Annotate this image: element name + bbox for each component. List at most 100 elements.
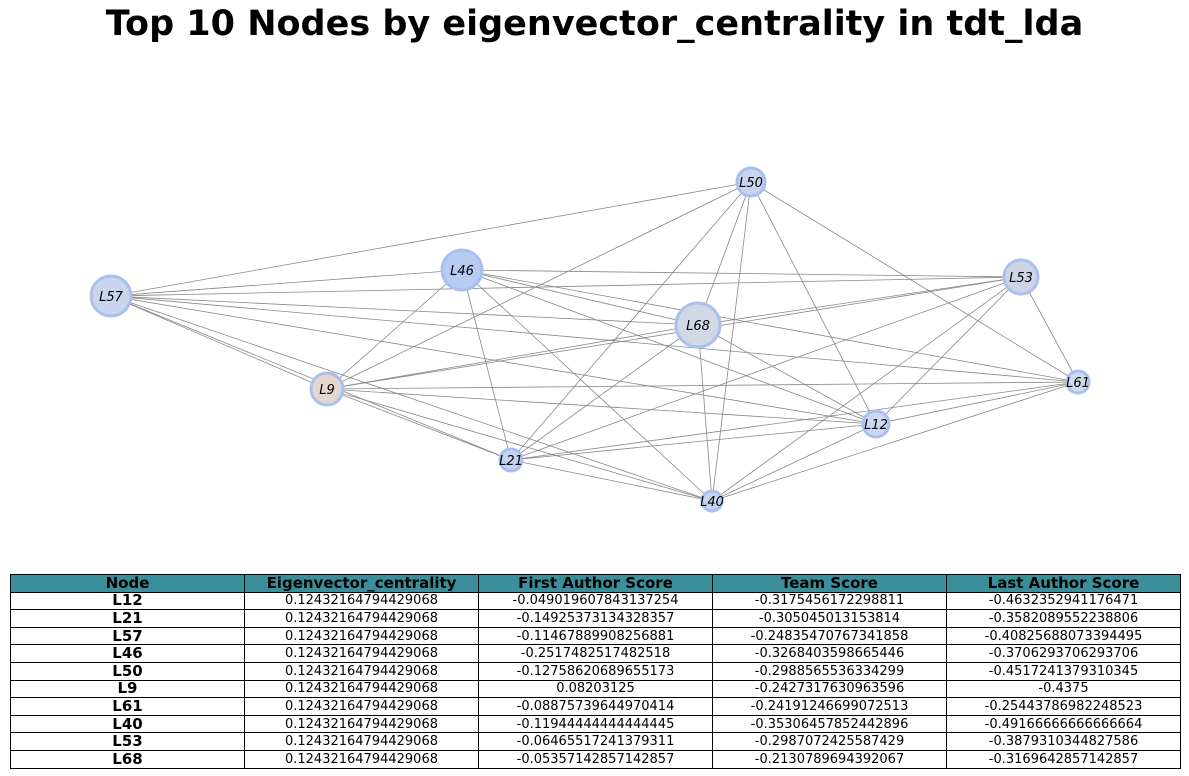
edge-L50-L61	[750, 181, 1079, 383]
node-l46: L46	[440, 248, 484, 292]
edge-L68-L9	[326, 324, 699, 390]
edge-L57-L68	[110, 295, 699, 326]
edge-L68-L21	[510, 324, 699, 461]
edge-L9-L53	[326, 276, 1022, 390]
node-l40: L40	[700, 489, 724, 513]
value-cell: -0.08875739644970414	[478, 697, 713, 716]
value-cell: 0.12432164794429068	[244, 626, 479, 646]
edge-L12-L21	[510, 423, 877, 461]
edge-L57-L40	[110, 295, 713, 502]
value-cell: -0.4375	[946, 679, 1181, 699]
edge-L46-L9	[326, 269, 463, 390]
node-label: L46	[450, 264, 474, 279]
value-cell: -0.2987072425587429	[712, 732, 947, 751]
edge-L53-L61	[1020, 276, 1079, 383]
value-cell: -0.049019607843137254	[478, 591, 713, 611]
edge-L9-L40	[326, 388, 713, 502]
node-l50: L50	[735, 166, 767, 198]
value-cell: 0.12432164794429068	[244, 732, 479, 751]
node-circle	[309, 371, 345, 407]
node-circle	[440, 248, 484, 292]
value-cell: -0.40825688073394495	[946, 626, 1181, 646]
node-circle	[735, 166, 767, 198]
table-row: L9 0.12432164794429068 0.08203125 -0.242731…	[10, 679, 1181, 699]
value-cell: -0.3268403598665446	[712, 644, 947, 663]
value-cell: 0.12432164794429068	[244, 591, 479, 611]
node-cell: L68	[10, 749, 245, 769]
edge-L9-L61	[326, 381, 1079, 390]
edge-L53-L21	[510, 276, 1022, 461]
edge-L57-L21	[110, 295, 512, 461]
node-cell: L9	[10, 679, 245, 699]
node-cell: L40	[10, 714, 245, 734]
table-row: L46 0.12432164794429068 -0.251748251748251…	[10, 644, 1181, 663]
value-cell: -0.06465517241379311	[478, 732, 713, 751]
node-label: L53	[1009, 271, 1033, 286]
value-cell: -0.11467889908256881	[478, 626, 713, 646]
node-cell: L53	[10, 732, 245, 751]
table-row: L53 0.12432164794429068 -0.064655172413793…	[10, 732, 1181, 751]
node-l68: L68	[674, 301, 722, 349]
edge-L50-L40	[711, 181, 752, 502]
table-row: L40 0.12432164794429068 -0.119444444444444…	[10, 714, 1181, 734]
node-cell: L46	[10, 644, 245, 663]
column-header: Node	[10, 574, 245, 593]
value-cell: 0.12432164794429068	[244, 697, 479, 716]
value-cell: 0.12432164794429068	[244, 609, 479, 628]
table-row: L61 0.12432164794429068 -0.088757396449704…	[10, 697, 1181, 716]
node-cell: L21	[10, 609, 245, 628]
metrics-table: Node Eigenvector_centrality First Author S…	[10, 574, 1181, 769]
value-cell: -0.305045013153814	[712, 609, 947, 628]
value-cell: 0.12432164794429068	[244, 749, 479, 769]
chart-title: Top 10 Nodes by eigenvector_centrality i…	[105, 4, 1084, 44]
value-cell: -0.2427317630963596	[712, 679, 947, 699]
node-cell: L57	[10, 626, 245, 646]
value-cell: 0.12432164794429068	[244, 661, 479, 681]
edge-L57-L50	[110, 181, 752, 297]
node-circle	[498, 447, 524, 473]
value-cell: -0.2988565536334299	[712, 661, 947, 681]
edge-L61-L21	[510, 381, 1079, 461]
node-label: L12	[864, 418, 888, 433]
node-l53: L53	[1002, 258, 1040, 296]
edge-L46-L53	[461, 269, 1022, 278]
column-header: Last Author Score	[946, 574, 1181, 593]
value-cell: -0.24191246699072513	[712, 697, 947, 716]
value-cell: -0.11944444444444445	[478, 714, 713, 734]
column-header: Team Score	[712, 574, 947, 593]
value-cell: -0.3169642857142857	[946, 749, 1181, 769]
node-circle	[89, 274, 133, 318]
node-cell: L61	[10, 697, 245, 716]
value-cell: 0.12432164794429068	[244, 679, 479, 699]
node-label: L21	[499, 454, 523, 469]
table-header-row: Node Eigenvector_centrality First Author S…	[10, 574, 1181, 593]
edge-L57-L9	[110, 295, 328, 390]
node-cell: L12	[10, 591, 245, 611]
node-l21: L21	[498, 447, 524, 473]
table-row: L12 0.12432164794429068 -0.049019607843137…	[10, 591, 1181, 611]
column-header: Eigenvector_centrality	[244, 574, 479, 593]
edge-L46-L61	[461, 269, 1079, 383]
value-cell: -0.3706293706293706	[946, 644, 1181, 663]
value-cell: -0.12758620689655173	[478, 661, 713, 681]
edge-L46-L21	[461, 269, 512, 461]
node-l57: L57	[89, 274, 133, 318]
node-l9: L9	[309, 371, 345, 407]
edge-L57-L46	[110, 269, 463, 297]
node-cell: L50	[10, 661, 245, 681]
edge-L46-L40	[461, 269, 713, 502]
value-cell: 0.12432164794429068	[244, 644, 479, 663]
edge-L57-L53	[110, 276, 1022, 297]
value-cell: -0.49166666666666664	[946, 714, 1181, 734]
edge-L61-L12	[875, 381, 1079, 425]
table-row: L57 0.12432164794429068 -0.114678899082568…	[10, 626, 1181, 646]
edge-L50-L12	[750, 181, 877, 425]
value-cell: -0.3582089552238806	[946, 609, 1181, 628]
value-cell: -0.4517241379310345	[946, 661, 1181, 681]
edge-L57-L61	[110, 295, 1079, 383]
value-cell: -0.24835470767341858	[712, 626, 947, 646]
node-label: L68	[686, 319, 710, 334]
value-cell: -0.2517482517482518	[478, 644, 713, 663]
edge-L50-L68	[697, 181, 752, 326]
node-label: L61	[1066, 376, 1090, 391]
